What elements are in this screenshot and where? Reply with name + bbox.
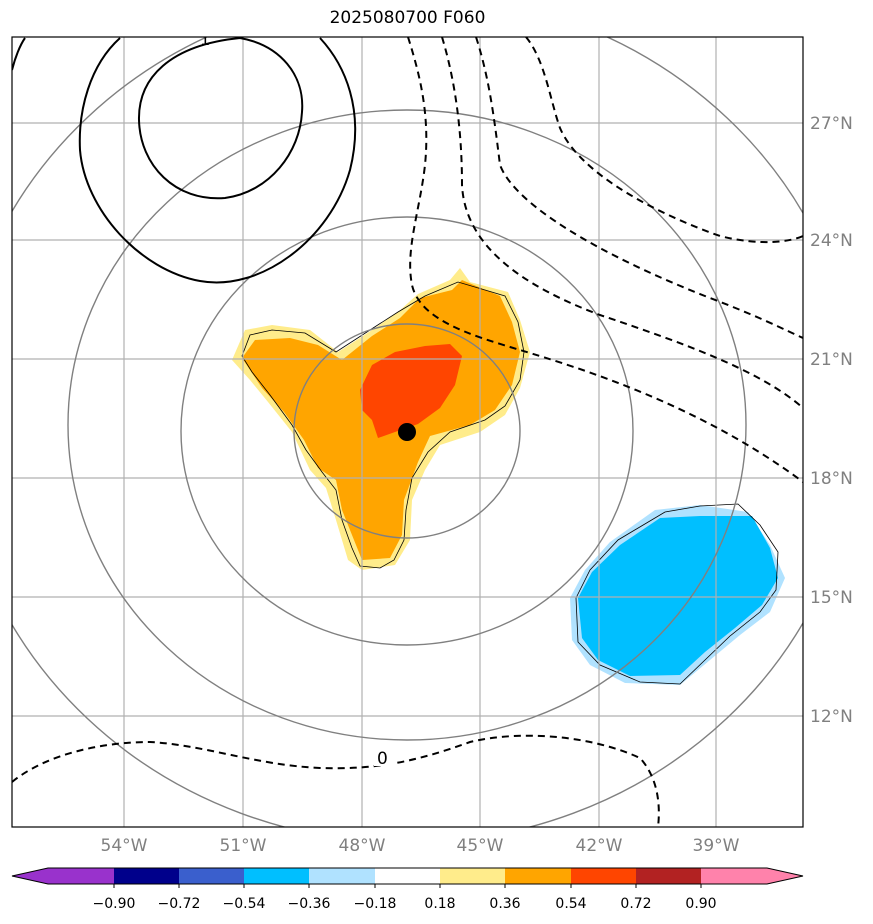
lon-label: 51°W: [220, 836, 267, 856]
lat-label: 12°N: [810, 707, 853, 727]
solid-contours: [12, 37, 357, 284]
colorbar-swatch: [244, 868, 309, 884]
colorbar-tick-label: 0.36: [489, 896, 520, 912]
lon-label: 48°W: [339, 836, 386, 856]
colorbar-tick-label: 0.18: [424, 896, 455, 912]
lat-label: 27°N: [810, 114, 853, 134]
map-frame: [11, 36, 804, 828]
lon-label: 45°W: [457, 836, 504, 856]
colorbar-swatch: [114, 868, 179, 884]
lon-label: 54°W: [101, 836, 148, 856]
colorbar-tick-label: 0.72: [620, 896, 651, 912]
colorbar-swatch: [309, 868, 375, 884]
dashed-label-bg: [374, 746, 394, 766]
colorbar-tick-label: 0.90: [685, 896, 716, 912]
colorbar-tick-label: 0.54: [555, 896, 586, 912]
colorbar-swatch: [701, 868, 767, 884]
lat-label: 24°N: [810, 231, 853, 251]
colorbar-swatch: [571, 868, 636, 884]
colorbar-swatch: [636, 868, 701, 884]
colorbar-tick-label: −0.36: [288, 896, 331, 912]
lon-label: 42°W: [576, 836, 623, 856]
colorbar-low-extend: [12, 868, 48, 884]
lon-label: 39°W: [693, 836, 740, 856]
negative-anomaly-0.36: [578, 516, 778, 676]
positive-anomaly-0.54: [360, 344, 462, 438]
colorbar-tick-label: −0.90: [93, 896, 136, 912]
map-title: 2025080700 F060: [329, 8, 486, 28]
lat-label: 15°N: [810, 588, 853, 608]
colorbar-swatch: [375, 868, 440, 884]
lat-label: 21°N: [810, 350, 853, 370]
dashed-contours: [12, 37, 803, 827]
negative-anomaly-contour: [575, 503, 779, 685]
lat-axis: 27°N 24°N 21°N 18°N 15°N 12°N: [810, 114, 853, 727]
colorbar-tick-label: −0.54: [223, 896, 266, 912]
colorbar-tick-label: −0.72: [158, 896, 201, 912]
colorbar-swatch: [48, 868, 114, 884]
colorbar-high-extend: [767, 868, 803, 884]
lon-axis: 54°W 51°W 48°W 45°W 42°W 39°W: [101, 836, 740, 856]
dashed-contour-label: 0: [377, 749, 388, 769]
lat-label: 18°N: [810, 469, 853, 489]
storm-center-marker: [398, 423, 416, 441]
colorbar: −0.90 −0.72 −0.54 −0.36 −0.18 0.18 0.36 …: [11, 867, 804, 912]
range-rings: [12, 37, 803, 827]
colorbar-swatch: [505, 868, 571, 884]
colorbar-tick-label: −0.18: [354, 896, 397, 912]
colorbar-swatch: [179, 868, 244, 884]
colorbar-swatch: [440, 868, 505, 884]
colorbar-outline: [11, 867, 804, 885]
solid-contour-label: 1: [200, 30, 210, 49]
graticule: [12, 37, 803, 827]
